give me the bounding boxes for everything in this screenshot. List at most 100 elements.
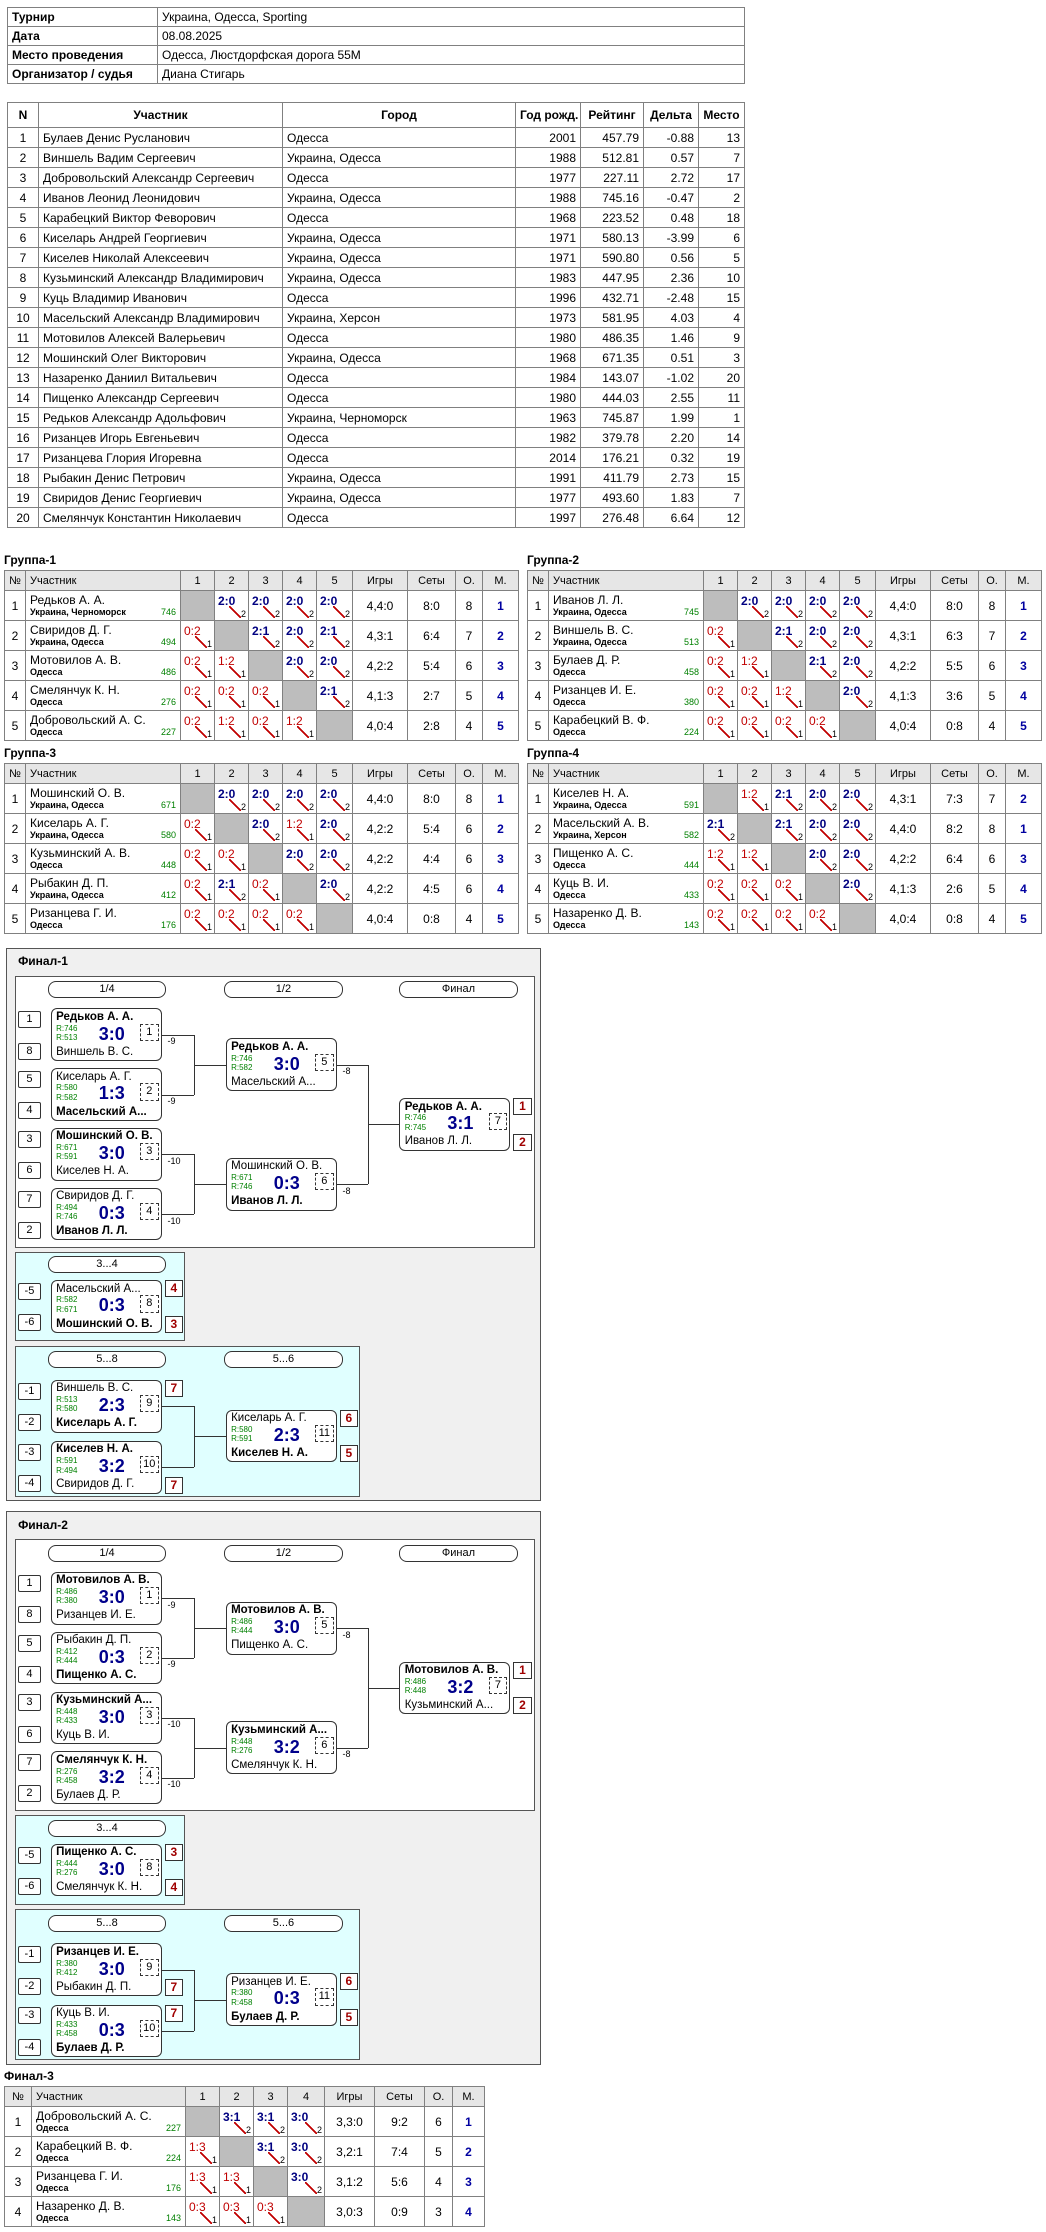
result-cell: 0:2 1 [805, 710, 840, 741]
player-rating: 276 [160, 697, 176, 707]
match-points: 1 [308, 832, 314, 842]
participant-cell: 15 [698, 287, 745, 308]
player-name: Ризанцева Г. И. [36, 2169, 123, 2183]
slash [820, 726, 832, 738]
result-cell: 0:2 1 [703, 710, 738, 741]
player-name: Виншель В. С. [553, 623, 634, 637]
match-score: 2:1 [218, 877, 236, 891]
participant-cell: 20 [698, 367, 745, 388]
result-cell: 2:1 2 [316, 680, 353, 711]
player-name: Булаев Д. Р. [56, 2041, 125, 2054]
loser-to: -9 [167, 1036, 176, 1047]
result-cell: 2:1 2 [703, 813, 738, 844]
group-table: № Участник 1 2 3 4 5 Игры Сеты О. М. 1 Иванов Л. Л. У… [527, 570, 1042, 741]
points: 6 [455, 843, 483, 874]
slash [718, 636, 730, 648]
row-number: 1 [4, 2106, 32, 2137]
score: 0:3 [273, 1173, 300, 1194]
match-points: 1 [206, 699, 212, 709]
match-score: 1:2 [741, 654, 758, 668]
player-rating: R:412 [56, 1967, 78, 1977]
match-number: 4 [140, 1202, 159, 1221]
participant-cell: Кузьминский Александр Владимирович [38, 267, 283, 288]
player-rating: 458 [683, 667, 699, 677]
self-cell [839, 903, 876, 934]
place-box: 7 [164, 1379, 184, 1397]
player-city: Одесса [553, 920, 586, 930]
match-number: 9 [140, 1395, 159, 1413]
participant-row: 1 Булаев Денис Русланович Одесса 2001 457.79… [7, 127, 745, 148]
match-score: 2:0 [320, 847, 338, 861]
result-cell: 2:0 2 [248, 813, 283, 844]
match-points: 2 [867, 639, 873, 649]
result-cell: 0:2 1 [248, 903, 283, 934]
slash [263, 829, 275, 841]
self-cell [248, 843, 283, 874]
group-title: Группа-2 [527, 553, 580, 567]
match-box: Мотовилов А. В. R:486 Пищенко А. С. R:444 3:… [225, 1601, 337, 1655]
connector [161, 1154, 194, 1156]
result-cell: 1:2 1 [282, 710, 317, 741]
player-cell: Ризанцев И. Е. Одесса 380 [548, 680, 704, 711]
sets: 7:3 [930, 783, 979, 814]
slash [195, 666, 207, 678]
player-name: Смелянчук К. Н. [231, 1758, 318, 1771]
player-rating: R:746 [231, 1053, 253, 1063]
slash [333, 829, 345, 841]
match-score: 3:0 [291, 2170, 309, 2184]
slash [820, 859, 832, 871]
match-box: Киселарь А. Г. R:580 Киселев Н. А. R:591 2:3… [225, 1409, 337, 1463]
group-body: № Участник 1 2 3 4 5 Игры Сеты О. М. 1 Иванов Л. Л. У… [527, 570, 1042, 741]
participant-cell: Добровольский Александр Сергеевич [38, 167, 283, 188]
result-cell: 2:1 2 [248, 620, 283, 651]
games: 4,4:0 [875, 813, 931, 844]
place: 4 [1005, 873, 1042, 904]
player-rating: R:746 [56, 1212, 78, 1222]
player-name: Куць В. И. [56, 1728, 110, 1741]
participant-cell: Одесса [282, 327, 516, 348]
match-points: 1 [211, 2215, 217, 2225]
player-name: Добровольский А. С. [36, 2109, 152, 2123]
player-rating: 380 [683, 697, 699, 707]
slash [229, 859, 241, 871]
result-cell: 0:2 1 [214, 903, 249, 934]
seed: -1 [18, 1946, 41, 1964]
group-body: № Участник 1 2 3 4 5 Игры Сеты О. М. 1 Редьков А. А.… [4, 570, 519, 741]
player-name: Иванов Л. Л. [404, 1135, 473, 1148]
match-score: 2:1 [252, 624, 270, 638]
match-score: 0:2 [775, 877, 792, 891]
match-number: 11 [315, 1424, 334, 1443]
games: 4,2:2 [352, 843, 408, 874]
column-header: Рейтинг [580, 102, 644, 128]
games: 4,0:4 [875, 903, 931, 934]
result-cell: 2:1 2 [214, 873, 249, 904]
participant-cell: Одесса [282, 427, 516, 448]
slash [752, 666, 764, 678]
match-score: 0:2 [707, 624, 724, 638]
player-city: Одесса [553, 860, 586, 870]
result-cell: 0:2 1 [180, 873, 215, 904]
player-name: Булаев Д. Р. [231, 2010, 300, 2023]
loser-to: -8 [342, 1749, 351, 1760]
games: 4,0:4 [352, 710, 408, 741]
games: 4,2:2 [875, 650, 931, 681]
match-score: 0:3 [189, 2200, 206, 2214]
player-name: Пищенко А. С. [56, 1669, 137, 1682]
match-box: Рыбакин Д. П. R:412 Пищенко А. С. R:444 0:3 2 [50, 1631, 162, 1685]
player-cell: Назаренко Д. В. Одесса 143 [548, 903, 704, 934]
participant-cell: Рыбакин Денис Петрович [38, 467, 283, 488]
sets: 0:8 [930, 710, 979, 741]
player-rating: R:380 [56, 1958, 78, 1968]
result-cell: 2:1 2 [316, 620, 353, 651]
match-box: Редьков А. А. R:746 Виншель В. С. R:513 3:0 1 [50, 1008, 162, 1062]
loser-to: -9 [167, 1659, 176, 1670]
match-points: 2 [316, 2125, 322, 2135]
match-points: 1 [274, 729, 280, 739]
player-info: Одесса 227 [36, 2123, 181, 2134]
group-row: 3 Мотовилов А. В. Одесса 486 0:2 1 1:2 1 2:0 2 2:0… [4, 650, 519, 681]
result-cell: 2:0 2 [282, 620, 317, 651]
info-label: Место проведения [7, 45, 158, 65]
match-points: 2 [867, 669, 873, 679]
result-cell: 1:2 1 [282, 813, 317, 844]
group-body: № Участник 1 2 3 4 5 Игры Сеты О. М. 1 Киселев Н. А.… [527, 763, 1042, 934]
